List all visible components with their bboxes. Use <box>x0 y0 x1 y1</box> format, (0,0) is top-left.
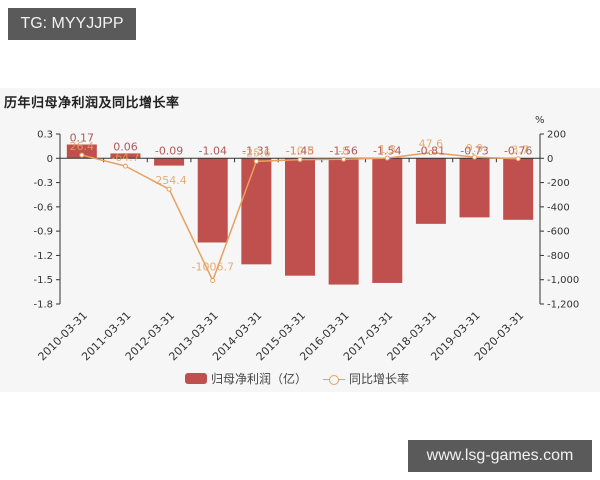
svg-text:-200: -200 <box>547 178 570 189</box>
svg-text:-0.76: -0.76 <box>504 144 532 157</box>
legend-item-profit[interactable]: 归母净利润（亿） <box>185 370 307 387</box>
line-circle-swatch-icon <box>323 373 346 385</box>
svg-text:-600: -600 <box>547 227 570 238</box>
svg-text:-0.3: -0.3 <box>33 178 53 189</box>
svg-text:0: 0 <box>47 154 53 165</box>
watermark-tag-bottom: www.lsg-games.com <box>408 440 592 472</box>
svg-text:-1.2: -1.2 <box>33 251 53 262</box>
svg-text:-1.5: -1.5 <box>33 275 53 286</box>
svg-text:-1.31: -1.31 <box>242 144 270 157</box>
svg-text:-1.56: -1.56 <box>329 144 357 157</box>
svg-text:-1.54: -1.54 <box>373 144 401 157</box>
svg-text:-3.7: -3.7 <box>507 144 528 157</box>
svg-text:-0.81: -0.81 <box>417 144 445 157</box>
watermark-tag-top: TG: MYYJJPP <box>8 8 136 40</box>
svg-text:0: 0 <box>547 154 553 165</box>
bar-swatch-icon <box>185 373 207 384</box>
legend-label-profit: 归母净利润（亿） <box>211 372 308 386</box>
chart-legend: 归母净利润（亿） 同比增长率 <box>185 370 419 387</box>
svg-text:-1,000: -1,000 <box>547 275 579 286</box>
svg-text:-254.4: -254.4 <box>151 174 186 187</box>
svg-text:-10.8: -10.8 <box>286 145 314 158</box>
svg-text:-1.04: -1.04 <box>198 144 226 157</box>
svg-text:-0.73: -0.73 <box>460 144 488 157</box>
svg-text:-0.09: -0.09 <box>155 144 183 157</box>
svg-text:1.3: 1.3 <box>379 143 397 156</box>
svg-text:26.4: 26.4 <box>70 140 95 153</box>
svg-text:-400: -400 <box>547 202 570 213</box>
svg-text:47.6: 47.6 <box>419 138 444 151</box>
svg-text:-8: -8 <box>338 144 349 157</box>
svg-text:-25.6: -25.6 <box>242 146 270 159</box>
svg-text:%: % <box>535 115 545 126</box>
svg-text:0.17: 0.17 <box>70 132 95 145</box>
svg-text:200: 200 <box>547 130 566 141</box>
legend-label-growth: 同比增长率 <box>349 372 410 386</box>
legend-item-growth[interactable]: 同比增长率 <box>323 370 409 387</box>
svg-text:-1006.7: -1006.7 <box>191 261 233 274</box>
svg-text:-800: -800 <box>547 251 570 262</box>
svg-text:-0.6: -0.6 <box>33 202 53 213</box>
svg-text:-1,200: -1,200 <box>547 300 579 311</box>
svg-text:-1.8: -1.8 <box>33 300 53 311</box>
svg-text:9.9: 9.9 <box>466 142 484 155</box>
svg-text:-64.7: -64.7 <box>111 151 139 164</box>
svg-text:-0.9: -0.9 <box>33 227 53 238</box>
svg-text:-1.45: -1.45 <box>286 144 314 157</box>
chart-title: 历年归母净利润及同比增长率 <box>4 96 180 111</box>
svg-text:0.06: 0.06 <box>113 140 138 153</box>
combo-chart: 0.3 0 -0.3 -0.6 -0.9 -1.2 -1.5 -1.8 200 0 -200 -400… <box>33 115 579 363</box>
svg-text:0.3: 0.3 <box>37 130 53 141</box>
